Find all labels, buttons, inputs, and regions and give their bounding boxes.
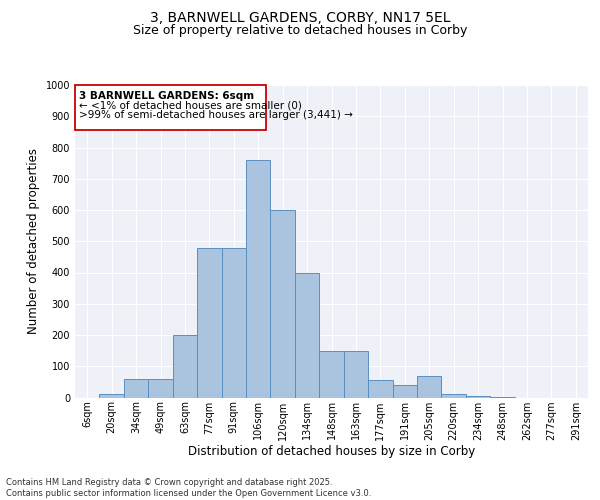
Bar <box>271 210 295 398</box>
Bar <box>197 248 221 398</box>
Bar <box>221 248 246 398</box>
Text: 3, BARNWELL GARDENS, CORBY, NN17 5EL: 3, BARNWELL GARDENS, CORBY, NN17 5EL <box>150 11 450 25</box>
Text: Size of property relative to detached houses in Corby: Size of property relative to detached ho… <box>133 24 467 37</box>
Bar <box>319 350 344 398</box>
Bar <box>490 397 515 398</box>
X-axis label: Distribution of detached houses by size in Corby: Distribution of detached houses by size … <box>188 446 475 458</box>
Text: >99% of semi-detached houses are larger (3,441) →: >99% of semi-detached houses are larger … <box>79 110 353 120</box>
Text: 3 BARNWELL GARDENS: 6sqm: 3 BARNWELL GARDENS: 6sqm <box>79 91 254 101</box>
Bar <box>368 380 392 398</box>
Bar <box>466 396 490 398</box>
Bar <box>75 85 266 130</box>
Bar <box>173 335 197 398</box>
Y-axis label: Number of detached properties: Number of detached properties <box>27 148 40 334</box>
Text: ← <1% of detached houses are smaller (0): ← <1% of detached houses are smaller (0) <box>79 100 302 110</box>
Bar <box>442 394 466 398</box>
Bar <box>344 350 368 398</box>
Bar <box>124 379 148 398</box>
Bar <box>148 379 173 398</box>
Bar <box>100 394 124 398</box>
Bar <box>417 376 442 398</box>
Bar <box>295 272 319 398</box>
Bar <box>392 385 417 398</box>
Bar <box>246 160 271 398</box>
Text: Contains HM Land Registry data © Crown copyright and database right 2025.
Contai: Contains HM Land Registry data © Crown c… <box>6 478 371 498</box>
